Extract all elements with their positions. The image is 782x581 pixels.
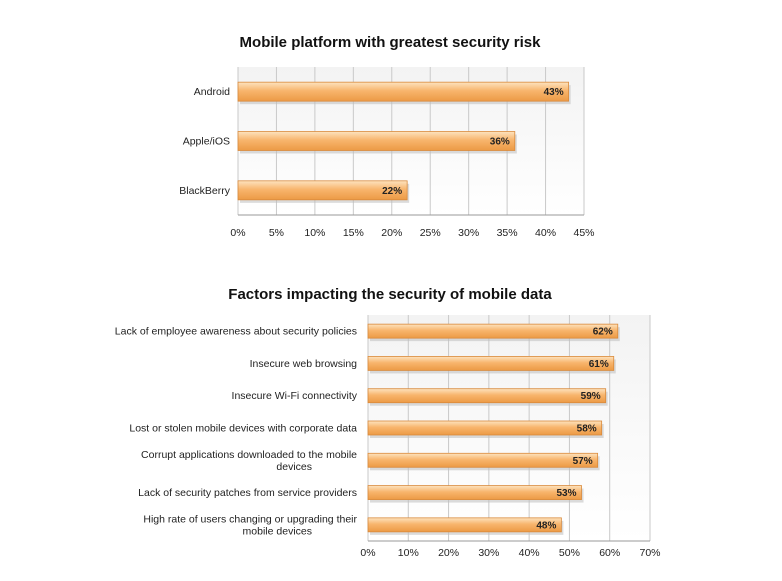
category-label: Corrupt applications downloaded to the m…: [141, 449, 357, 473]
bar: [367, 323, 619, 339]
bar: [367, 356, 615, 371]
data-label: 57%: [573, 456, 593, 467]
x-tick-label: 35%: [497, 227, 518, 239]
category-label: Insecure Wi-Fi connectivity: [232, 390, 358, 402]
bar: [367, 388, 607, 404]
x-tick-label: 70%: [639, 547, 660, 559]
x-tick-label: 10%: [304, 227, 325, 239]
x-tick-label: 20%: [381, 227, 402, 239]
category-label: Lost or stolen mobile devices with corpo…: [129, 423, 357, 435]
x-tick-label: 0%: [230, 227, 245, 239]
chart-security-factors: Factors impacting the security of mobile…: [115, 286, 661, 559]
bar: [367, 420, 603, 436]
category-label: Lack of security patches from service pr…: [138, 487, 357, 499]
data-label: 61%: [589, 359, 609, 370]
x-tick-label: 30%: [478, 547, 499, 559]
category-label: Apple/iOS: [183, 136, 230, 148]
category-label: Lack of employee awareness about securit…: [115, 326, 357, 338]
category-label: Insecure web browsing: [250, 358, 358, 370]
bar: [367, 485, 582, 500]
x-tick-label: 60%: [599, 547, 620, 559]
bar: [367, 452, 599, 468]
bar: [237, 180, 408, 201]
data-label: 48%: [536, 520, 556, 531]
x-tick-label: 25%: [420, 227, 441, 239]
chart-platform-risk: Mobile platform with greatest security r…: [179, 34, 594, 239]
data-label: 36%: [490, 137, 510, 148]
data-label: 59%: [581, 391, 601, 402]
chart-title: Mobile platform with greatest security r…: [240, 34, 542, 51]
category-label: BlackBerry: [179, 185, 231, 197]
x-tick-label: 50%: [559, 547, 580, 559]
data-label: 22%: [382, 186, 402, 197]
category-label: Android: [194, 86, 230, 98]
bar: [367, 517, 562, 533]
bar: [237, 131, 516, 151]
chart-title: Factors impacting the security of mobile…: [228, 286, 552, 303]
x-tick-label: 15%: [343, 227, 364, 239]
data-label: 62%: [593, 327, 613, 338]
data-label: 53%: [556, 488, 576, 499]
x-tick-label: 5%: [269, 227, 284, 239]
x-tick-label: 20%: [438, 547, 459, 559]
category-label: High rate of users changing or upgrading…: [143, 513, 357, 537]
x-tick-label: 45%: [573, 227, 594, 239]
data-label: 58%: [577, 424, 597, 435]
x-tick-label: 0%: [360, 547, 375, 559]
x-tick-label: 40%: [519, 547, 540, 559]
x-tick-label: 10%: [398, 547, 419, 559]
bar: [237, 81, 570, 102]
x-tick-label: 40%: [535, 227, 556, 239]
data-label: 43%: [544, 87, 564, 98]
x-tick-label: 30%: [458, 227, 479, 239]
